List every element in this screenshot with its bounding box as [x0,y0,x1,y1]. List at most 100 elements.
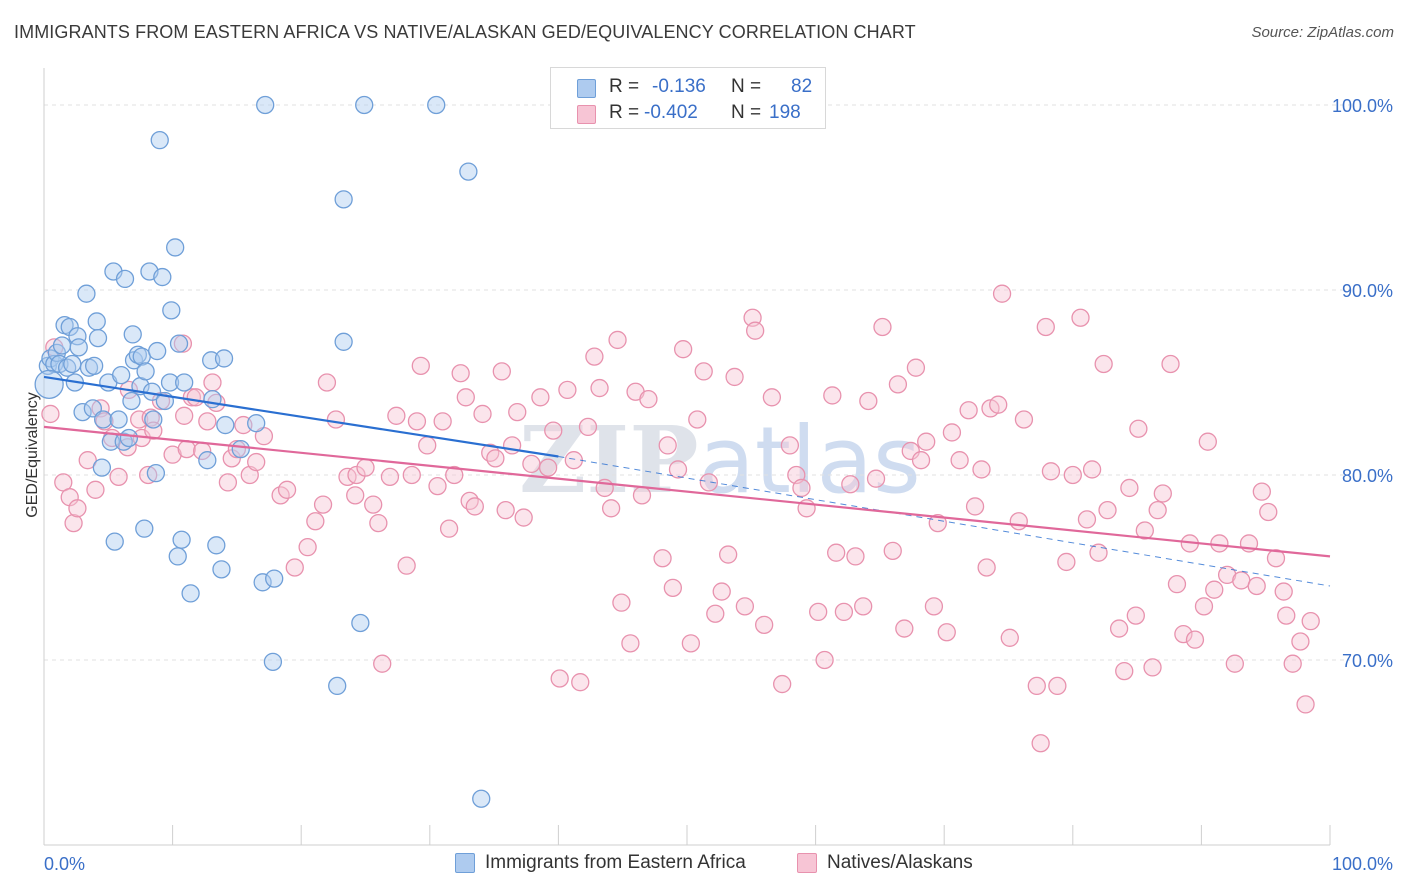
data-point [901,441,920,461]
data-point [694,362,713,381]
stats-n-value-immigrants: 82 [791,76,813,97]
data-point [160,373,180,392]
legend-item-natives[interactable]: Natives/Alaskans [797,852,973,874]
stats-r-value-natives: -0.402 [644,102,698,123]
data-point [109,410,128,429]
data-point [203,389,222,409]
data-point [380,467,400,487]
data-point [558,380,577,400]
data-point [924,597,944,616]
stats-n-label: N = [731,102,762,123]
data-point [203,373,222,392]
data-point [94,410,113,429]
chart-title: IMMIGRANTS FROM EASTERN AFRICA VS NATIVE… [14,22,916,42]
data-point [1161,354,1180,374]
data-point [87,312,106,331]
data-point [92,458,112,477]
data-point [928,513,947,533]
data-point [136,362,155,381]
data-point [256,95,275,115]
legend-label-natives: Natives/Alaskans [827,852,973,873]
data-point [175,373,194,392]
data-point [1247,576,1266,596]
data-point [1266,549,1286,568]
data-point [173,334,193,353]
data-point [668,460,688,479]
data-point [1167,575,1187,594]
data-point [688,410,707,429]
data-point [186,388,205,407]
data-point [428,476,447,496]
data-point [522,454,541,474]
data-point [418,436,437,455]
data-point [473,404,492,424]
data-point [486,449,505,468]
data-point [1057,552,1076,572]
data-point [181,584,200,603]
y-tick-label: 80.0% [1342,466,1393,486]
data-point [411,356,430,376]
data-point [355,95,374,115]
data-point [1071,308,1090,327]
data-point [427,95,446,115]
data-point [207,536,226,555]
data-point [433,412,452,431]
data-point [972,460,991,479]
data-point [465,497,484,516]
data-point [253,573,272,592]
data-point [439,519,459,538]
stats-swatch-blue [577,79,596,98]
data-point [590,378,609,398]
data-point [1205,580,1224,599]
data-point [653,549,672,568]
data-point [162,301,181,320]
data-point [792,478,811,498]
data-point [373,654,392,673]
chart-source: Source: ZipAtlas.com [1251,24,1394,41]
data-point [937,623,956,642]
data-point [214,349,234,368]
data-point [175,406,194,425]
data-point [1225,654,1244,673]
data-point [1232,571,1251,590]
data-point [1296,695,1315,714]
data-point [1063,465,1082,485]
data-point [1274,582,1293,601]
stats-n-value-natives: 198 [769,102,801,123]
data-point [942,423,962,442]
data-point [456,388,475,407]
data-point [989,395,1008,414]
data-point [1259,502,1278,522]
data-point [41,404,60,424]
data-point [866,469,886,488]
data-point [1126,606,1145,625]
data-point [827,543,846,562]
data-point [965,497,985,516]
stats-legend: R = -0.136 N = 82 R = -0.402 N = 198 [550,67,826,129]
data-point [673,340,693,359]
data-point [146,463,166,483]
data-point [105,532,124,551]
data-point [109,467,128,487]
data-point [608,330,627,350]
data-point [906,358,926,377]
data-point [172,530,191,549]
data-point [356,458,375,477]
data-point [123,325,142,344]
data-point [725,367,744,387]
data-point [1129,419,1148,438]
data-point [168,547,187,566]
legend-item-immigrants[interactable]: Immigrants from Eastern Africa [455,852,746,874]
y-tick-label: 100.0% [1332,96,1393,116]
data-point [68,499,87,518]
data-point [460,491,479,511]
data-point [153,267,172,287]
data-point [1115,661,1134,681]
data-point [1194,597,1214,616]
data-point [397,556,416,575]
data-point [130,410,149,429]
data-point [846,547,865,566]
data-point [459,162,478,181]
legend-swatch-pink [797,853,817,873]
